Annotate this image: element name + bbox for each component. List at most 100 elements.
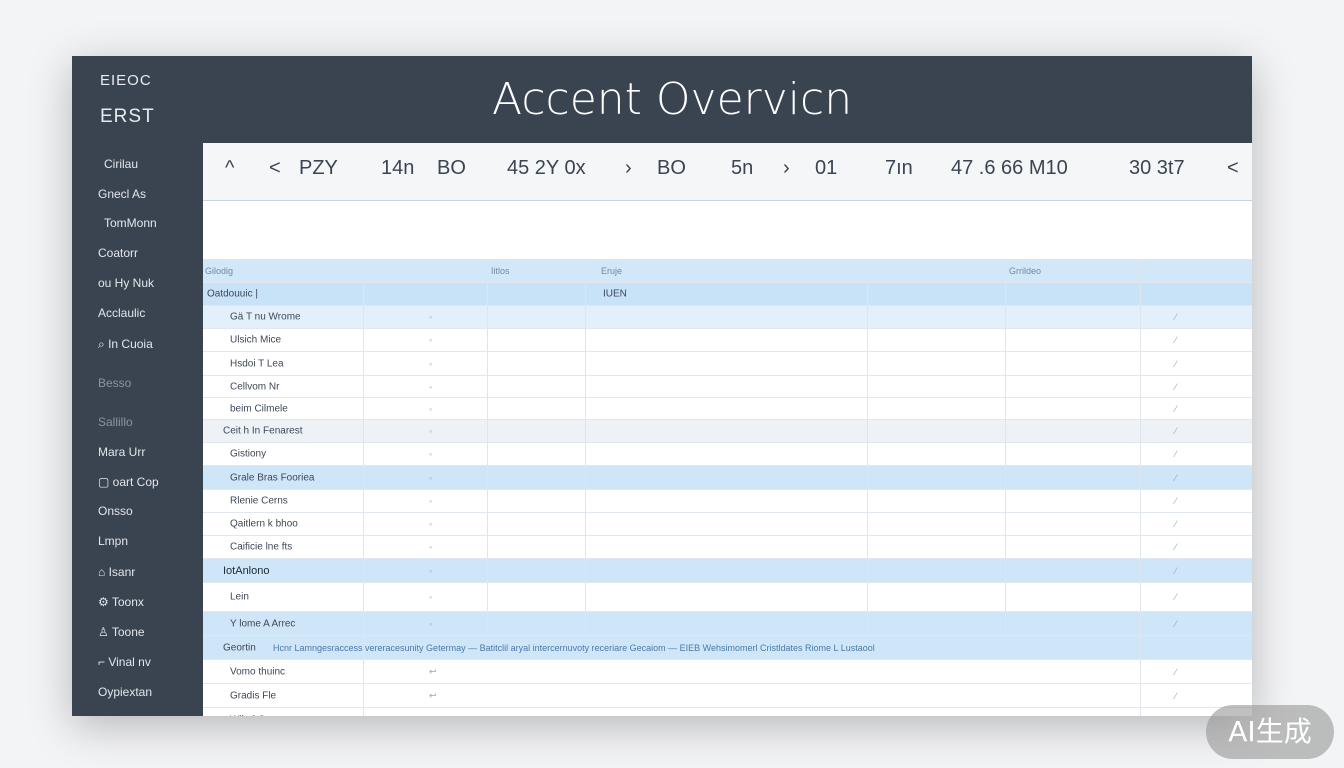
column-header: Iitlos — [491, 265, 510, 276]
row-label: Vomo thuinc — [230, 666, 286, 677]
table-row[interactable]: Hsdoi T Lea ◦ ⁄ — [203, 352, 1252, 376]
sidebar-item[interactable]: ⌐ Vinal nv — [98, 655, 151, 669]
data-table: Gilodig Iitlos Eruje Grrildeo Oatdouuic | IUE… — [203, 201, 1252, 716]
header: EIEOC ERST Accent Overvicn — [72, 56, 1252, 143]
sidebar-item[interactable]: Besso — [98, 376, 131, 390]
table-row[interactable]: Gistiony ◦ ⁄ — [203, 443, 1252, 466]
row-label: beim Cilmele — [230, 403, 288, 414]
table-subheader[interactable]: Oatdouuic | IUEN — [203, 283, 1252, 306]
column-header: Gilodig — [205, 265, 234, 276]
sidebar-item[interactable]: ▢ oart Cop — [98, 475, 159, 489]
gear-icon: ⚙ — [98, 595, 112, 609]
sidebar: Cirilau Gnecl As TomMonn Coatorr ou Hy Nuk Ac… — [72, 143, 203, 716]
toolbar-item[interactable]: BO — [437, 157, 466, 179]
table-header[interactable]: Gilodig Iitlos Eruje Grrildeo — [203, 259, 1252, 283]
table-row[interactable]: Ceit h In Fenarest ◦ ⁄ — [203, 420, 1252, 443]
toolbar-item[interactable]: < — [269, 157, 281, 179]
table-row[interactable]: Vomo thuinc ↩ ⁄ — [203, 660, 1252, 684]
sidebar-item[interactable]: Cirilau — [104, 157, 138, 171]
toolbar-item[interactable]: 30 3t7 — [1129, 157, 1185, 179]
toolbar-item[interactable]: PZY — [299, 157, 338, 179]
sidebar-item[interactable]: Gnecl As — [98, 187, 146, 201]
toolbar-item[interactable]: › — [625, 157, 632, 179]
toolbar-item[interactable]: 5n — [731, 157, 754, 179]
sidebar-item[interactable]: Mara Urr — [98, 445, 145, 459]
row-label: Y lome A Arrec — [230, 618, 296, 629]
status-mark: ◦ — [429, 496, 433, 506]
toolbar-item[interactable]: › — [783, 157, 790, 179]
sidebar-item[interactable]: TomMonn — [104, 216, 157, 230]
subheader-cell: IUEN — [603, 288, 627, 300]
status-mark: ⁄ — [1175, 358, 1177, 369]
sidebar-item[interactable]: Sallillo — [98, 415, 133, 429]
table-row[interactable]: IotAnlono ◦ ⁄ — [203, 559, 1252, 583]
table-row[interactable]: Caificie lne fts ◦ ⁄ — [203, 536, 1252, 559]
toolbar-item[interactable]: 45 2Y 0x — [507, 157, 586, 179]
subheader-cell: Oatdouuic | — [207, 288, 258, 300]
sidebar-item-label: Isanr — [108, 565, 136, 579]
column-divider — [487, 259, 488, 637]
column-divider — [1140, 259, 1141, 716]
status-mark: ⁄ — [1175, 565, 1177, 576]
status-mark: ⁄ — [1175, 496, 1177, 506]
sidebar-item-label: Sallillo — [98, 415, 133, 429]
row-label: Gradis Fle — [230, 690, 277, 701]
column-divider — [585, 259, 586, 637]
sidebar-item[interactable]: ou Hy Nuk — [98, 276, 154, 290]
row-label: IotAnlono — [223, 564, 270, 577]
table-row[interactable]: Wilrol Conn ↩ ⁄ — [203, 708, 1252, 716]
sidebar-item-label: oart Cop — [112, 475, 159, 489]
sidebar-item-label: Acclaulic — [98, 306, 146, 320]
sidebar-item[interactable]: Coatorr — [98, 246, 138, 260]
toolbar-item[interactable]: 14n — [381, 157, 415, 179]
sidebar-item[interactable]: Lmpn — [98, 534, 128, 548]
table-row[interactable]: Y lome A Arrec ◦ ⁄ — [203, 612, 1252, 636]
status-mark: ⁄ — [1175, 592, 1177, 602]
table-row[interactable]: Cellvom Nr ◦ ⁄ — [203, 376, 1252, 398]
table-row[interactable]: Ulsich Mice ◦ ⁄ — [203, 329, 1252, 352]
sidebar-item-label: Besso — [98, 376, 132, 390]
table-row[interactable]: Lein ◦ ⁄ — [203, 583, 1252, 612]
status-mark: ↩ — [429, 714, 437, 716]
sidebar-item[interactable]: Onsso — [98, 504, 133, 518]
toolbar-item[interactable]: 7ın — [885, 157, 913, 179]
toolbar-item[interactable]: BO — [657, 157, 686, 179]
sidebar-item[interactable]: ⌂ Isanr — [98, 565, 135, 579]
sidebar-item-label: ou Hy Nuk — [98, 276, 155, 290]
table-row[interactable]: Gradis Fle ↩ ⁄ — [203, 684, 1252, 708]
search-icon: ⌕ — [98, 337, 109, 351]
row-label: Caificie lne fts — [230, 541, 293, 553]
toolbar-item[interactable]: < — [1227, 157, 1239, 179]
toolbar: ^ < PZY 14n BO 45 2Y 0x › BO 5n › 01 7ın 47 .6 66 M1… — [203, 143, 1252, 201]
toolbar-item[interactable]: 47 .6 66 M10 — [951, 157, 1068, 179]
sidebar-item[interactable]: Oypiextan — [98, 685, 152, 699]
sidebar-item[interactable]: Acclaulic — [98, 306, 145, 320]
chart-icon: ⌐ — [98, 655, 109, 669]
status-mark: ⁄ — [1175, 542, 1177, 552]
status-mark: ⁄ — [1175, 335, 1177, 345]
table-row[interactable]: Rlenie Cerns ◦ ⁄ — [203, 490, 1252, 513]
status-mark: ◦ — [429, 312, 433, 322]
table-row[interactable]: Gä T nu Wrome ◦ ⁄ — [203, 306, 1252, 329]
sidebar-item[interactable]: ⚙ Toonx — [98, 595, 144, 609]
status-mark: ↩ — [429, 666, 437, 676]
user-icon: ♙ — [98, 625, 112, 639]
table-row[interactable]: Grale Bras Fooriea ◦ ⁄ — [203, 466, 1252, 490]
row-note: Hcnr Lamngesraccess vereracesunity Geter… — [273, 642, 875, 653]
status-mark: ⁄ — [1175, 715, 1177, 717]
status-mark: ⁄ — [1175, 403, 1177, 414]
status-mark: ◦ — [429, 618, 433, 629]
status-mark: ◦ — [429, 335, 433, 345]
sidebar-item-label: Coatorr — [98, 246, 139, 260]
table-row[interactable]: Qaitlern k bhoo ◦ ⁄ — [203, 513, 1252, 536]
row-label: Wilrol Conn — [230, 714, 282, 716]
sidebar-item[interactable]: ♙ Toone — [98, 625, 145, 639]
table-row[interactable]: Geortin Hcnr Lamngesraccess vereracesunit… — [203, 636, 1252, 660]
toolbar-item[interactable]: 01 — [815, 157, 838, 179]
status-mark: ◦ — [429, 519, 433, 529]
status-mark: ⁄ — [1175, 426, 1177, 436]
sidebar-item[interactable]: ⌕ In Cuoia — [98, 337, 153, 352]
toolbar-item[interactable]: ^ — [225, 157, 235, 179]
table-row[interactable]: beim Cilmele ◦ ⁄ — [203, 398, 1252, 420]
row-label: Ceit h In Fenarest — [223, 425, 303, 437]
